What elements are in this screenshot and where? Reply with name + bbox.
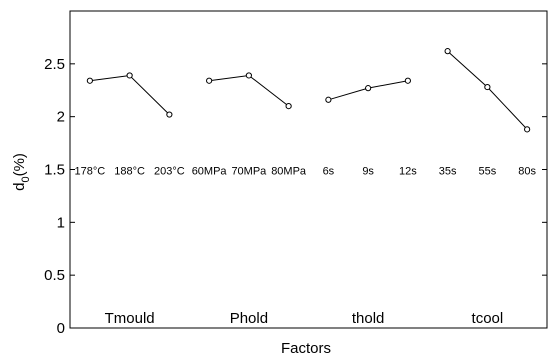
y-tick-label: 2.5 — [44, 56, 65, 73]
y-tick-label: 0 — [57, 320, 65, 337]
factor-label: Phold — [230, 310, 268, 327]
data-point — [206, 77, 213, 84]
data-point — [365, 85, 372, 92]
y-tick-label: 0.5 — [44, 267, 65, 284]
data-point — [126, 72, 133, 79]
level-label: 55s — [479, 166, 497, 178]
plot-area: 0 0.5 1 1.5 2 2.5 178°C 188°C 203°C Tmould 60MPa 70… — [44, 10, 548, 337]
level-label: 12s — [399, 166, 417, 178]
level-label: 80MPa — [271, 166, 307, 178]
level-label: 70MPa — [231, 166, 267, 178]
data-point — [404, 77, 411, 84]
data-point — [166, 111, 173, 118]
level-label: 60MPa — [192, 166, 228, 178]
series-line-tcool — [447, 50, 528, 130]
series-line-phold — [209, 74, 289, 107]
data-point — [444, 48, 451, 55]
y-tick-label: 2 — [57, 109, 65, 126]
data-point — [524, 126, 531, 133]
level-label: 9s — [362, 166, 374, 178]
level-label: 6s — [323, 166, 335, 178]
level-label: 203°C — [154, 166, 185, 178]
y-axis-title-main: d — [11, 183, 28, 191]
y-axis-title-subscript: 0 — [20, 176, 32, 182]
x-axis-title: Factors — [281, 340, 331, 357]
factor-label: thold — [352, 310, 385, 327]
factor-label: tcool — [472, 310, 504, 327]
data-point — [285, 103, 292, 110]
y-tick-label: 1.5 — [44, 162, 65, 179]
y-tick-label: 1 — [57, 214, 65, 231]
level-label: 35s — [439, 166, 457, 178]
y-axis-title: d0(%) — [11, 153, 32, 191]
series-line-tmould — [89, 74, 170, 115]
data-point — [86, 77, 93, 84]
data-point — [484, 83, 491, 91]
data-point — [325, 96, 332, 103]
level-label: 188°C — [114, 166, 145, 178]
y-axis-title-suffix: (%) — [11, 153, 28, 176]
factor-label: Tmould — [105, 310, 155, 327]
data-point — [245, 72, 252, 79]
level-label: 178°C — [75, 166, 106, 178]
level-label: 80s — [518, 166, 536, 178]
